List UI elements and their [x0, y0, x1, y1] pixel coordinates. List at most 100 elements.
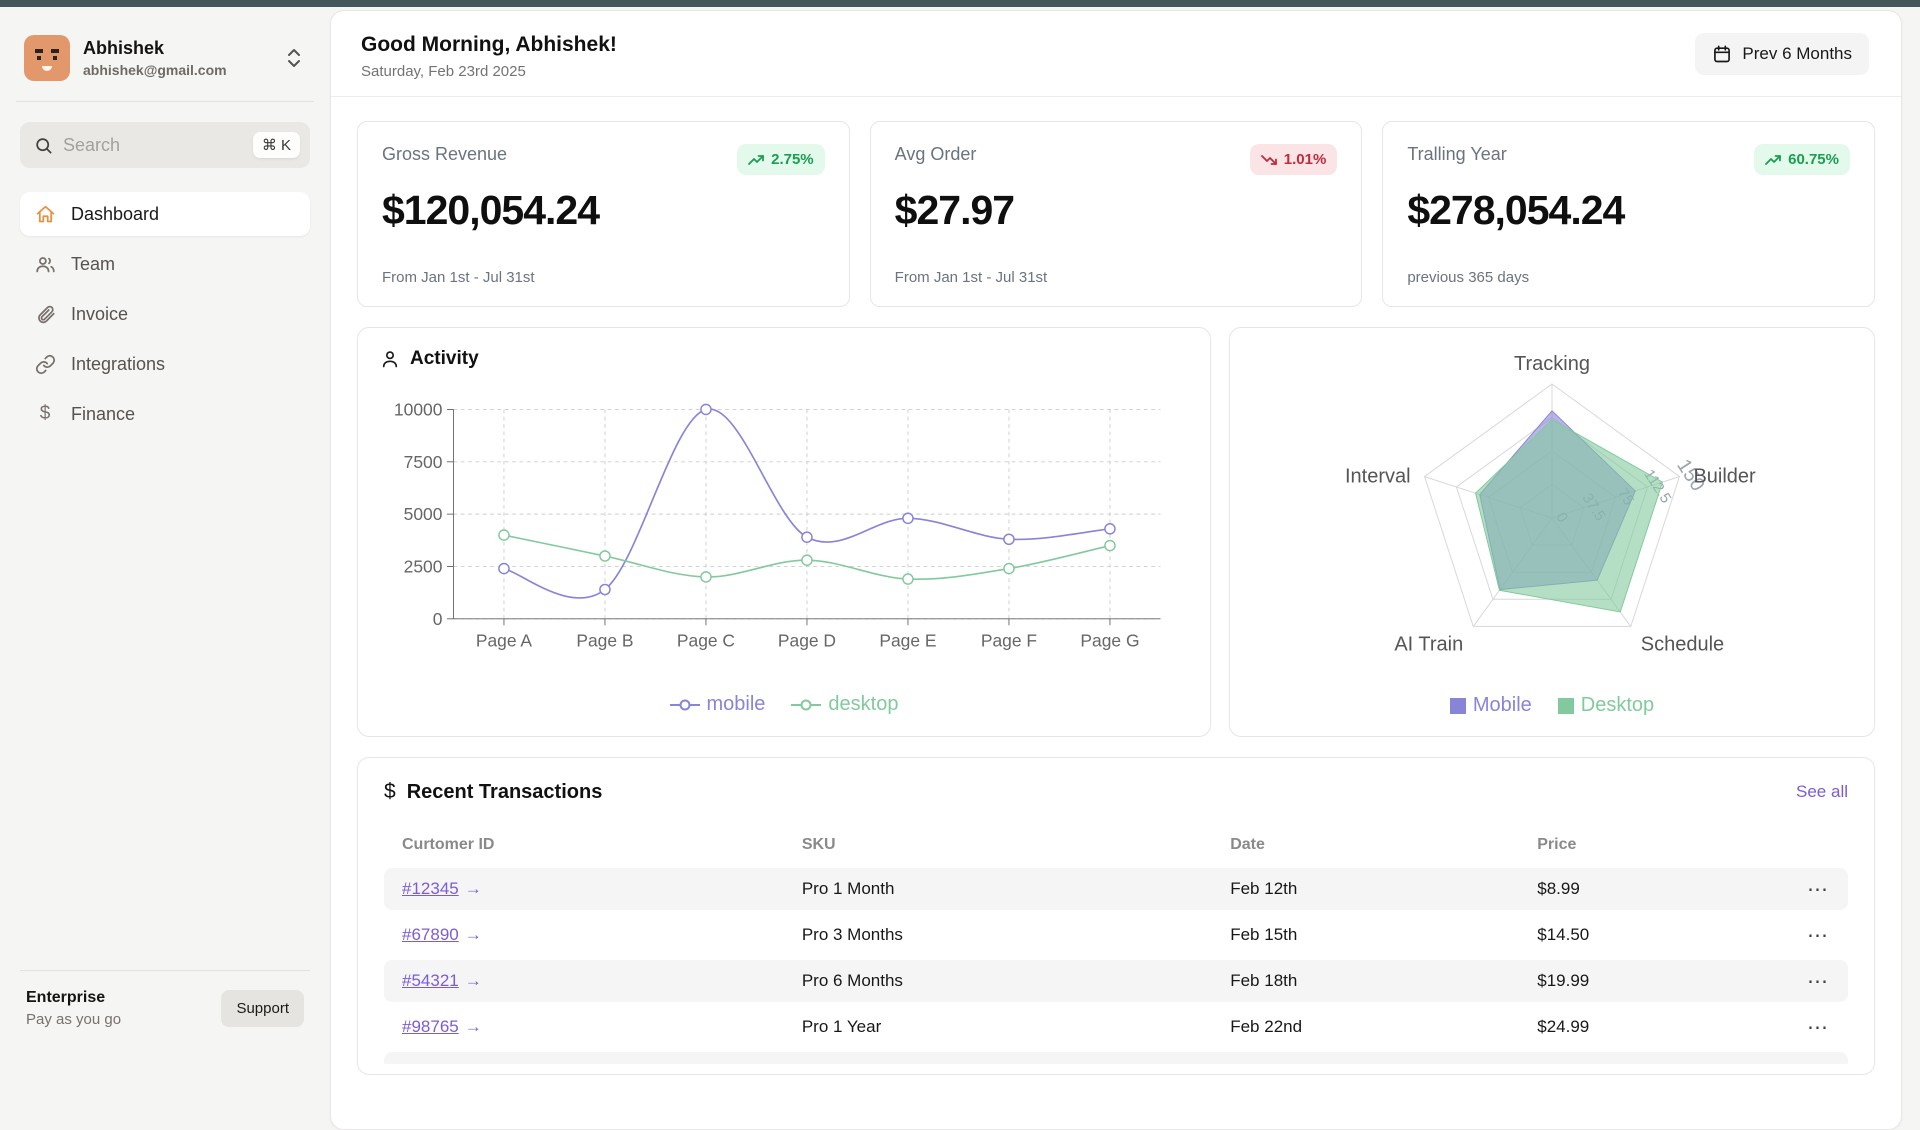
see-all-link[interactable]: See all — [1796, 782, 1848, 802]
svg-text:10000: 10000 — [394, 399, 443, 419]
legend-item-mobile[interactable]: mobile — [670, 693, 766, 716]
dollar-icon: $ — [384, 780, 396, 804]
trend-up-icon — [748, 154, 764, 166]
sidebar-item-label: Invoice — [71, 304, 128, 325]
arrow-right-icon: → — [465, 925, 482, 945]
row-actions-button[interactable]: ⋯ — [1766, 879, 1830, 900]
support-button[interactable]: Support — [221, 990, 304, 1027]
activity-chart-legend: mobile desktop — [380, 693, 1188, 716]
table-row: #98765→ Pro 1 Year Feb 22nd $24.99 ⋯ — [384, 1006, 1848, 1048]
sidebar-item-dashboard[interactable]: Dashboard — [20, 192, 310, 236]
sidebar-divider — [16, 101, 314, 102]
cell-date: Feb 22nd — [1230, 1017, 1537, 1037]
sidebar-item-label: Dashboard — [71, 204, 159, 225]
stat-label: Gross Revenue — [382, 144, 507, 165]
table-row: #12345 → Pro 1 Month Feb 12th $8.99 ⋯ — [384, 868, 1848, 910]
stat-card-avg-order: Avg Order 1.01% $27.97 From Jan 1st - Ju… — [870, 121, 1363, 307]
main-panel: Good Morning, Abhishek! Saturday, Feb 23… — [330, 10, 1902, 1130]
prev-6-months-label: Prev 6 Months — [1742, 44, 1852, 64]
search-box[interactable]: ⌘ K — [20, 122, 310, 168]
stat-cards: Gross Revenue 2.75% $120,054.24 From Jan… — [331, 97, 1901, 307]
prev-6-months-button[interactable]: Prev 6 Months — [1695, 33, 1869, 75]
sidebar-item-finance[interactable]: $ Finance — [20, 392, 310, 436]
user-name: Abhishek — [83, 38, 269, 59]
svg-text:Page B: Page B — [576, 630, 633, 650]
cell-price: $14.50 — [1537, 925, 1765, 945]
plan-name: Enterprise — [26, 989, 121, 1007]
cell-sku: Pro 6 Months — [802, 971, 1230, 991]
users-icon — [34, 253, 56, 275]
search-icon — [34, 136, 53, 155]
stat-label: Avg Order — [895, 144, 977, 165]
row-actions-button[interactable]: ⋯ — [1766, 1017, 1830, 1038]
paperclip-icon — [34, 303, 56, 325]
link-icon — [34, 353, 56, 375]
stat-value: $27.97 — [895, 187, 1338, 234]
svg-text:Schedule: Schedule — [1641, 633, 1724, 655]
svg-text:0: 0 — [433, 609, 443, 629]
legend-item-desktop[interactable]: desktop — [791, 693, 898, 716]
stat-card-trailing-year: Tralling Year 60.75% $278,054.24 previou… — [1382, 121, 1875, 307]
cell-date: Feb 12th — [1230, 879, 1537, 899]
plan-subtitle: Pay as you go — [26, 1011, 121, 1028]
legend-item-mobile[interactable]: Mobile — [1450, 694, 1532, 717]
svg-text:Page D: Page D — [778, 630, 836, 650]
svg-text:Page G: Page G — [1080, 630, 1139, 650]
sidebar-item-label: Integrations — [71, 354, 165, 375]
arrow-right-icon: → — [465, 971, 482, 991]
cell-price: $19.99 — [1537, 971, 1765, 991]
stat-footnote: previous 365 days — [1407, 269, 1850, 286]
svg-text:2500: 2500 — [404, 556, 443, 576]
arrow-right-icon: → — [465, 1017, 482, 1037]
svg-text:Page C: Page C — [677, 630, 735, 650]
customer-id-link[interactable]: #12345 — [402, 879, 459, 898]
svg-text:AI Train: AI Train — [1394, 633, 1463, 655]
stat-footnote: From Jan 1st - Jul 31st — [382, 269, 825, 286]
sidebar-footer-divider — [20, 970, 310, 971]
stat-value: $278,054.24 — [1407, 187, 1850, 234]
row-actions-button[interactable]: ⋯ — [1766, 925, 1830, 946]
page-header: Good Morning, Abhishek! Saturday, Feb 23… — [331, 11, 1901, 97]
arrow-right-icon: → — [465, 879, 482, 899]
stat-label: Tralling Year — [1407, 144, 1506, 165]
sidebar-footer: Enterprise Pay as you go Support — [20, 970, 310, 1028]
activity-title: Activity — [410, 348, 479, 370]
search-input[interactable] — [63, 135, 243, 156]
search-shortcut-badge: ⌘ K — [253, 132, 300, 158]
recent-transactions-card: $ Recent Transactions See all Curtomer I… — [357, 757, 1875, 1075]
column-header-sku: SKU — [802, 836, 1230, 854]
transactions-title: Recent Transactions — [407, 781, 603, 804]
sidebar-item-label: Team — [71, 254, 115, 275]
cell-date: Feb 15th — [1230, 925, 1537, 945]
svg-text:Tracking: Tracking — [1514, 353, 1590, 375]
page-date: Saturday, Feb 23rd 2025 — [361, 63, 617, 80]
person-icon — [380, 349, 400, 369]
chevron-up-down-icon[interactable] — [282, 43, 306, 73]
customer-id-link[interactable]: #54321 — [402, 971, 459, 990]
legend-item-desktop[interactable]: Desktop — [1558, 694, 1654, 717]
trend-up-icon — [1765, 154, 1781, 166]
trend-down-icon — [1261, 154, 1277, 166]
customer-id-link[interactable]: #67890 — [402, 925, 459, 944]
status-badge: 2.75% — [737, 144, 825, 175]
row-actions-button[interactable]: ⋯ — [1766, 971, 1830, 992]
sidebar: Abhishek abhishek@gmail.com ⌘ K Dashboar… — [0, 7, 330, 1050]
sidebar-item-team[interactable]: Team — [20, 242, 310, 286]
account-switcher[interactable]: Abhishek abhishek@gmail.com — [20, 35, 310, 81]
cell-price: $8.99 — [1537, 879, 1765, 899]
window-top-bar — [0, 0, 1920, 7]
avatar — [24, 35, 70, 81]
user-email: abhishek@gmail.com — [83, 62, 269, 78]
sidebar-nav: Dashboard Team Invoice — [20, 192, 310, 436]
cell-sku: Pro 1 Year — [802, 1017, 1230, 1037]
cell-sku: Pro 1 Month — [802, 879, 1230, 899]
sidebar-item-integrations[interactable]: Integrations — [20, 342, 310, 386]
sidebar-item-invoice[interactable]: Invoice — [20, 292, 310, 336]
customer-id-link[interactable]: #98765 — [402, 1017, 459, 1036]
svg-text:7500: 7500 — [404, 452, 443, 472]
svg-text:Interval: Interval — [1345, 466, 1411, 488]
table-row-partial — [384, 1052, 1848, 1064]
status-badge: 60.75% — [1754, 144, 1850, 175]
